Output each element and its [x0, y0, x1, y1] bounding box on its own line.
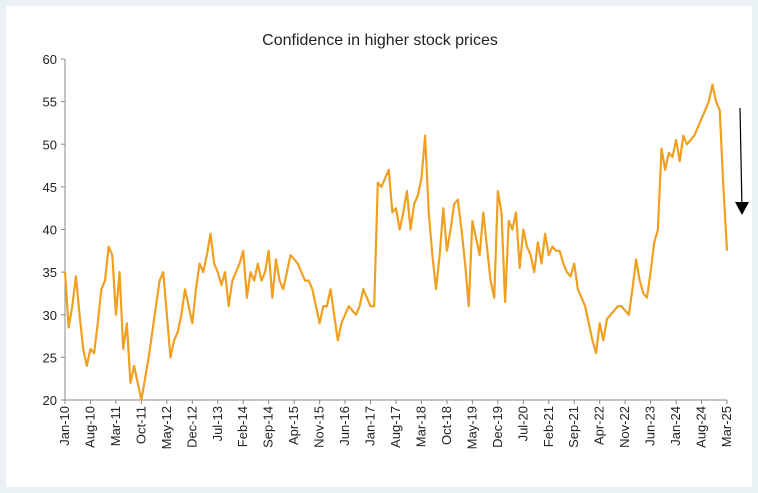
x-tick-label: Jun-23 — [643, 406, 658, 446]
x-tick-label: Jul-13 — [210, 406, 225, 441]
x-tick-label: Jan-17 — [363, 406, 378, 446]
x-tick-label: Dec-12 — [184, 406, 199, 448]
x-tick-label: Oct-18 — [439, 406, 454, 445]
y-tick-label: 50 — [43, 137, 57, 152]
x-tick-label: Mar-18 — [413, 406, 428, 447]
x-tick-label: Apr-15 — [286, 406, 301, 445]
x-tick-label: Jan-24 — [668, 406, 683, 446]
panel — [6, 6, 752, 487]
arrow-head — [735, 202, 749, 215]
y-tick-label: 40 — [43, 223, 57, 238]
x-tick-label: Sep-14 — [261, 406, 276, 448]
x-tick-label: Nov-15 — [312, 406, 327, 448]
y-tick-label: 35 — [43, 265, 57, 280]
y-tick-label: 55 — [43, 95, 57, 110]
y-tick-label: 25 — [43, 350, 57, 365]
chart-title: Confidence in higher stock prices — [262, 32, 498, 49]
x-tick-label: Jun-16 — [337, 406, 352, 446]
y-tick-label: 45 — [43, 180, 57, 195]
x-tick-label: Jan-10 — [57, 406, 72, 446]
series-line — [63, 83, 729, 402]
x-tick-label: Sep-21 — [566, 406, 581, 448]
x-tick-label: Nov-22 — [617, 406, 632, 448]
x-tick-label: Mar-25 — [719, 406, 734, 447]
x-tick-label: Apr-22 — [592, 406, 607, 445]
y-tick-label: 30 — [43, 308, 57, 323]
x-tick-label: Mar-11 — [108, 406, 123, 446]
x-tick-label: May-19 — [464, 406, 479, 449]
x-tick-label: Aug-24 — [694, 406, 709, 448]
x-tick-label: Jul-20 — [515, 406, 530, 441]
x-tick-label: May-12 — [159, 406, 174, 449]
y-tick-label: 20 — [43, 393, 57, 408]
x-tick-label: Oct-11 — [133, 406, 148, 444]
y-tick-label: 60 — [43, 52, 57, 67]
arrow — [739, 107, 743, 211]
x-tick-label: Feb-14 — [235, 406, 250, 447]
x-tick-label: Dec-19 — [490, 406, 505, 448]
x-tick-label: Aug-17 — [388, 406, 403, 448]
x-tick-label: Aug-10 — [82, 406, 97, 448]
x-tick-label: Feb-21 — [541, 406, 556, 447]
